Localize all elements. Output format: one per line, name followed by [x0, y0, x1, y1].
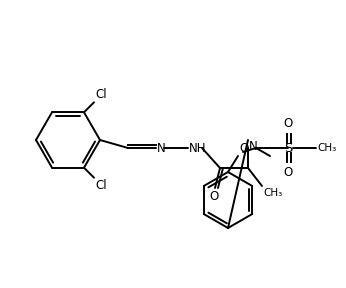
Text: O: O	[209, 190, 219, 203]
Text: NH: NH	[189, 141, 207, 154]
Text: Cl: Cl	[95, 88, 107, 101]
Text: O: O	[283, 166, 293, 179]
Text: CH₃: CH₃	[317, 143, 336, 153]
Text: CH₃: CH₃	[263, 188, 282, 198]
Text: S: S	[284, 141, 292, 154]
Text: O: O	[283, 117, 293, 130]
Text: Cl: Cl	[95, 179, 107, 192]
Text: N: N	[157, 141, 166, 154]
Text: O: O	[239, 142, 248, 155]
Text: N: N	[249, 141, 258, 154]
